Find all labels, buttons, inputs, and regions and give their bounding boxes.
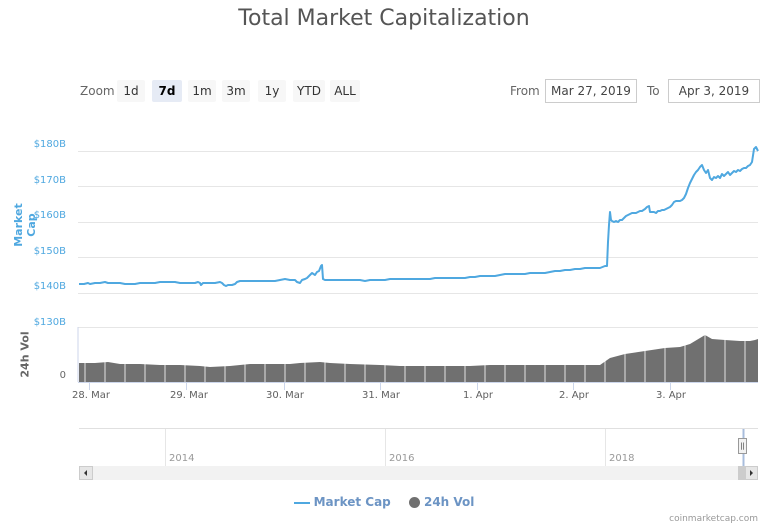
chart-title: Total Market Capitalization — [238, 6, 530, 31]
volume-y-tick: 0 — [59, 370, 66, 381]
circle-swatch-icon — [408, 497, 420, 508]
scroll-left-button[interactable] — [79, 466, 93, 480]
grid-line — [78, 151, 758, 152]
grid-line — [78, 186, 758, 187]
x-tick: 2. Apr — [559, 390, 590, 401]
zoom-button-all[interactable]: ALL — [330, 80, 360, 102]
y-tick: $160B — [33, 210, 66, 221]
y-tick: $180B — [33, 139, 66, 150]
from-label: From — [510, 84, 540, 98]
y-tick: $150B — [33, 246, 66, 257]
navigator-year-label: 2016 — [389, 453, 415, 464]
navigator-year-label: 2018 — [609, 453, 635, 464]
x-tick: 28. Mar — [72, 390, 110, 401]
scrollbar-thumb — [738, 466, 748, 480]
from-date-input[interactable]: Mar 27, 2019 — [545, 79, 637, 103]
zoom-button-7d[interactable]: 7d — [152, 80, 182, 102]
volume-panel-top-line — [78, 327, 758, 328]
navigator-handle-icon[interactable]: || — [738, 438, 747, 454]
zoom-button-1d[interactable]: 1d — [117, 80, 145, 102]
scrollbar-track — [79, 466, 758, 480]
x-tick: 30. Mar — [266, 390, 304, 401]
navigator-year-label: 2014 — [169, 453, 195, 464]
x-tick: 1. Apr — [463, 390, 494, 401]
legend: Market Cap 24h Vol — [0, 495, 768, 509]
x-tick: 3. Apr — [656, 390, 687, 401]
to-label: To — [647, 84, 660, 98]
credit-link[interactable]: coinmarketcap.com — [669, 514, 758, 524]
zoom-button-1y[interactable]: 1y — [258, 80, 286, 102]
x-tick: 31. Mar — [362, 390, 400, 401]
zoom-button-ytd[interactable]: YTD — [293, 80, 325, 102]
to-date-input[interactable]: Apr 3, 2019 — [668, 79, 760, 103]
y-tick: $170B — [33, 175, 66, 186]
grid-line — [78, 257, 758, 258]
zoom-label: Zoom — [80, 84, 115, 98]
market-cap-line — [79, 146, 759, 287]
grid-line — [78, 293, 758, 294]
grid-line — [78, 222, 758, 223]
y-tick: $130B — [33, 317, 66, 328]
legend-item-market-cap[interactable]: Market Cap — [293, 495, 395, 509]
y-tick: $140B — [33, 281, 66, 292]
x-tick: 29. Mar — [170, 390, 208, 401]
volume-area — [79, 335, 758, 382]
line-swatch-icon — [293, 501, 310, 504]
scroll-right-button[interactable] — [745, 466, 758, 480]
legend-item-volume[interactable]: 24h Vol — [408, 495, 474, 509]
zoom-button-3m[interactable]: 3m — [222, 80, 250, 102]
zoom-button-1m[interactable]: 1m — [188, 80, 216, 102]
